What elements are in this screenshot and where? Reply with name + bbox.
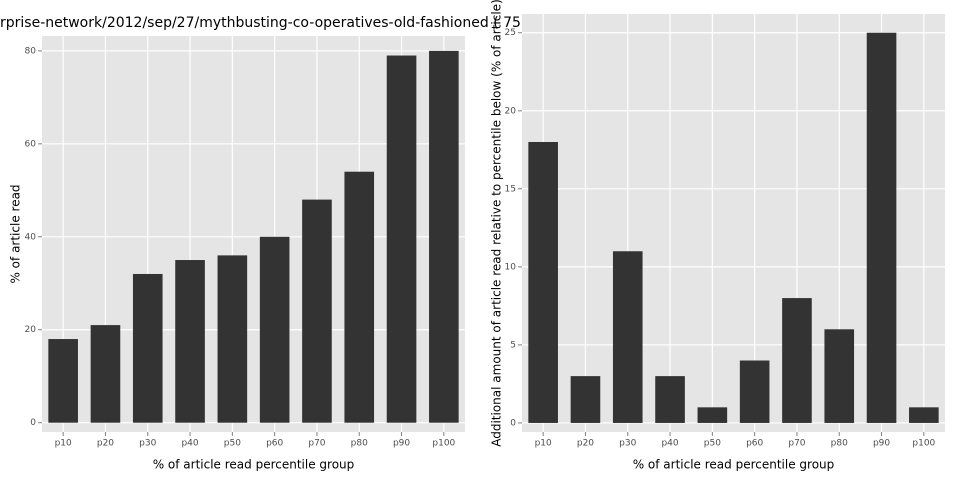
bar <box>175 260 205 423</box>
x-tick-label: p20 <box>577 439 594 449</box>
y-tick-label: 10 <box>505 262 517 272</box>
x-tick-label: p10 <box>55 439 72 449</box>
chart-title: rprise-network/2012/sep/27/mythbusting-c… <box>0 15 543 31</box>
y-axis-label: % of article read <box>9 184 23 283</box>
bar <box>90 325 121 423</box>
y-tick-label: 25 <box>505 28 516 38</box>
x-tick-label: p40 <box>661 439 678 449</box>
x-tick-label: p10 <box>535 439 552 449</box>
x-tick-label: p30 <box>619 439 636 449</box>
bar <box>259 236 290 423</box>
bar <box>824 329 855 423</box>
y-tick-label: 40 <box>25 232 37 242</box>
bar <box>739 360 770 423</box>
x-tick-label: p20 <box>97 439 114 449</box>
bar <box>132 273 163 423</box>
x-tick-label: p80 <box>831 439 848 449</box>
x-tick-label: p100 <box>912 439 935 449</box>
bar <box>655 376 685 423</box>
x-tick-label: p50 <box>704 439 721 449</box>
x-tick-label: p90 <box>873 439 890 449</box>
x-tick-label: p50 <box>224 439 241 449</box>
x-tick-label: p60 <box>266 439 283 449</box>
y-tick-label: 0 <box>510 418 516 428</box>
bar <box>528 141 558 423</box>
y-tick-label: 20 <box>505 106 517 116</box>
y-tick-label: 20 <box>25 325 37 335</box>
x-tick-label: p70 <box>308 439 325 449</box>
bar <box>302 199 332 423</box>
x-axis-label: % of article read percentile group <box>633 458 835 472</box>
bar <box>612 251 643 423</box>
bar <box>782 298 812 423</box>
x-tick-label: p60 <box>746 439 763 449</box>
bar <box>344 171 375 423</box>
bar <box>570 376 601 423</box>
bar <box>866 32 897 423</box>
x-tick-label: p90 <box>393 439 410 449</box>
y-tick-label: 5 <box>510 340 516 350</box>
bar <box>386 55 417 423</box>
y-tick-label: 0 <box>30 418 36 428</box>
y-tick-label: 60 <box>25 139 37 149</box>
bar <box>909 407 939 423</box>
x-tick-label: p30 <box>139 439 156 449</box>
x-tick-label: p100 <box>432 439 455 449</box>
y-axis-label: Additional amount of article read relati… <box>490 0 504 447</box>
x-axis-label: % of article read percentile group <box>153 458 355 472</box>
x-tick-label: p80 <box>351 439 368 449</box>
bar <box>429 50 459 423</box>
x-tick-label: p40 <box>181 439 198 449</box>
bar <box>48 339 78 423</box>
x-tick-label: p70 <box>788 439 805 449</box>
bar <box>217 255 248 423</box>
y-tick-label: 80 <box>25 46 37 56</box>
y-tick-label: 15 <box>505 184 516 194</box>
bar <box>697 407 728 423</box>
